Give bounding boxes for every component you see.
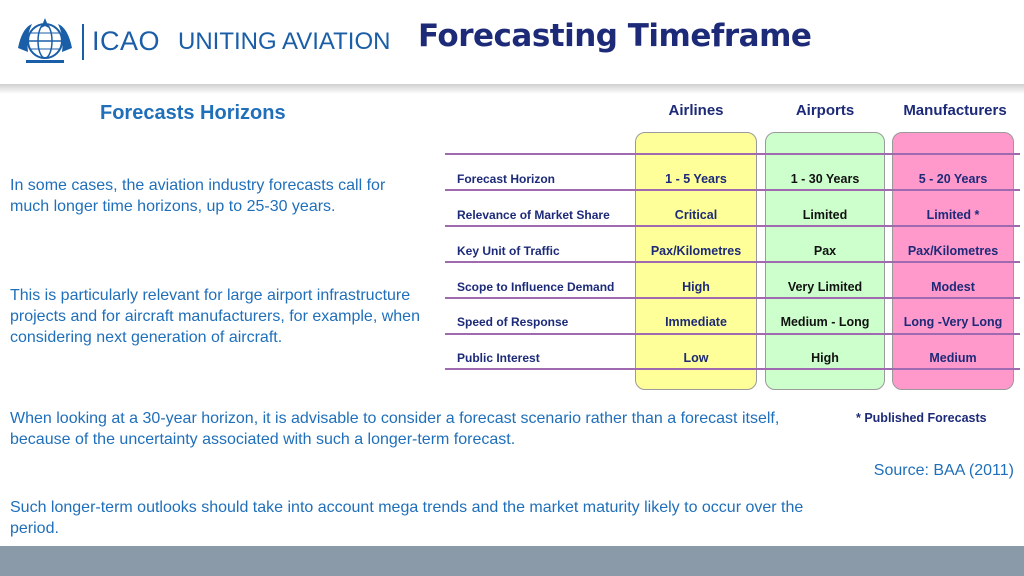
cell-airports: 1 - 30 Years <box>790 172 860 186</box>
column-header-airlines: Airlines <box>668 102 724 119</box>
page-title: Forecasting Timeframe <box>418 18 812 54</box>
cell-airlines: Pax/Kilometres <box>650 244 742 258</box>
logo-text: ICAO <box>92 26 161 56</box>
row-label: Key Unit of Traffic <box>457 244 560 258</box>
column-header-manufacturers: Manufacturers <box>903 102 1007 119</box>
row-divider <box>445 225 1020 227</box>
logo-slogan: UNITING AVIATION <box>178 28 391 55</box>
cell-airlines: Immediate <box>665 315 727 329</box>
section-subtitle: Forecasts Horizons <box>100 102 286 124</box>
table-row: Scope to Influence Demand High Very Limi… <box>440 269 1020 305</box>
table-row: Speed of Response Immediate Medium - Lon… <box>440 304 1020 340</box>
cell-manufacturers: Limited * <box>926 208 980 222</box>
cell-airports: High <box>811 351 839 365</box>
row-label: Public Interest <box>457 351 540 365</box>
table-row: Relevance of Market Share Critical Limit… <box>440 197 1020 233</box>
cell-airlines: Low <box>683 351 709 365</box>
cell-airports: Limited <box>802 208 848 222</box>
paragraph-4: Such longer-term outlooks should take in… <box>10 499 804 537</box>
logo-divider <box>82 24 84 60</box>
cell-manufacturers: Long -Very Long <box>903 315 1003 329</box>
column-header-airports: Airports <box>795 102 855 119</box>
table-row: Key Unit of Traffic Pax/Kilometres Pax P… <box>440 233 1020 269</box>
row-divider <box>445 153 1020 155</box>
icao-emblem-icon <box>18 18 72 63</box>
cell-airports: Very Limited <box>787 280 863 294</box>
cell-airports: Medium - Long <box>780 315 870 329</box>
row-divider <box>445 261 1020 263</box>
cell-manufacturers: Pax/Kilometres <box>907 244 999 258</box>
header-shadow <box>0 84 1024 94</box>
header: ICAO UNITING AVIATION Forecasting Timefr… <box>0 0 1024 84</box>
table-footnote: * Published Forecasts <box>856 411 987 425</box>
footer-bar <box>0 546 1024 576</box>
cell-airports: Pax <box>813 244 837 258</box>
table-row: Forecast Horizon 1 - 5 Years 1 - 30 Year… <box>440 161 1020 197</box>
row-divider <box>445 368 1020 370</box>
cell-airlines: Critical <box>674 208 718 222</box>
cell-manufacturers: 5 - 20 Years <box>918 172 988 186</box>
paragraph-3: When looking at a 30-year horizon, it is… <box>10 410 780 448</box>
row-label: Speed of Response <box>457 315 569 329</box>
paragraph-1: In some cases, the aviation industry for… <box>10 177 386 215</box>
row-label: Forecast Horizon <box>457 172 556 186</box>
cell-manufacturers: Modest <box>931 280 975 294</box>
row-divider <box>445 189 1020 191</box>
row-label: Relevance of Market Share <box>457 208 610 222</box>
cell-airlines: 1 - 5 Years <box>665 172 727 186</box>
table-row: Public Interest Low High Medium <box>440 340 1020 376</box>
row-divider <box>445 333 1020 335</box>
cell-airlines: High <box>682 280 710 294</box>
row-label: Scope to Influence Demand <box>457 280 615 294</box>
cell-manufacturers: Medium <box>929 351 977 365</box>
paragraph-2: This is particularly relevant for large … <box>10 287 420 346</box>
source-citation: Source: BAA (2011) <box>873 462 1014 479</box>
comparison-table: Airlines Airports Manufacturers Forecast… <box>440 96 1020 396</box>
row-divider <box>445 297 1020 299</box>
